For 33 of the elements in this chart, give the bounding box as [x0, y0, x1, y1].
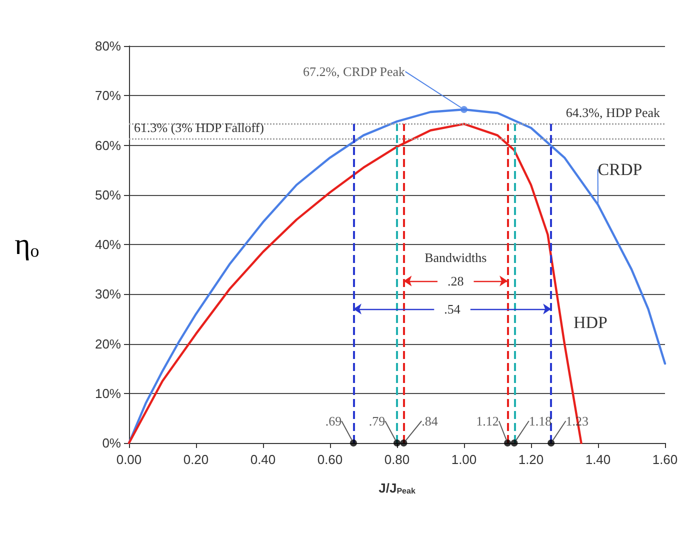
y-tick-label: 60% — [94, 138, 122, 153]
y-tick-label: 20% — [94, 336, 122, 352]
y-tick-label: 80% — [94, 38, 122, 54]
series-label: HDP — [573, 312, 608, 332]
ref-line-label: 61.3% (3% HDP Falloff) — [134, 120, 264, 135]
x-tick-label: 0.80 — [384, 452, 410, 467]
x-axis-title: J/JPeak — [378, 480, 416, 496]
series-label: CRDP — [598, 160, 642, 179]
y-tick-label: 10% — [94, 386, 122, 401]
x-tick-label: 0.60 — [317, 452, 343, 467]
annotation: .84 — [422, 414, 438, 428]
annotation: .79 — [368, 414, 386, 428]
y-tick-label: 30% — [94, 286, 122, 302]
y-tick-label: 70% — [94, 88, 122, 104]
annotation: 1.12 — [476, 414, 499, 428]
ref-line-label: 64.3%, HDP Peak — [566, 104, 660, 120]
annotation: .69 — [325, 414, 342, 428]
y-tick-label: 50% — [94, 187, 122, 202]
annotation: 67.2%, CRDP Peak — [302, 64, 406, 80]
x-tick-label: 0.40 — [250, 452, 276, 467]
annotation: .54 — [444, 302, 461, 316]
x-tick-label: 0.00 — [116, 452, 142, 467]
x-tick-label: 0.20 — [183, 452, 209, 467]
x-tick-label: 1.00 — [451, 452, 477, 467]
y-tick-label: 40% — [94, 237, 122, 252]
x-tick-label: 1.40 — [585, 452, 611, 467]
y-axis-title: ηₒ — [14, 228, 40, 261]
x-tick-label: 1.20 — [518, 452, 544, 467]
annotation: Bandwidths — [424, 250, 487, 265]
annotation: .28 — [448, 274, 464, 288]
x-tick-label: 1.60 — [652, 452, 678, 467]
y-tick-label: 0% — [102, 436, 122, 450]
annotation: 1.18 — [528, 414, 552, 428]
